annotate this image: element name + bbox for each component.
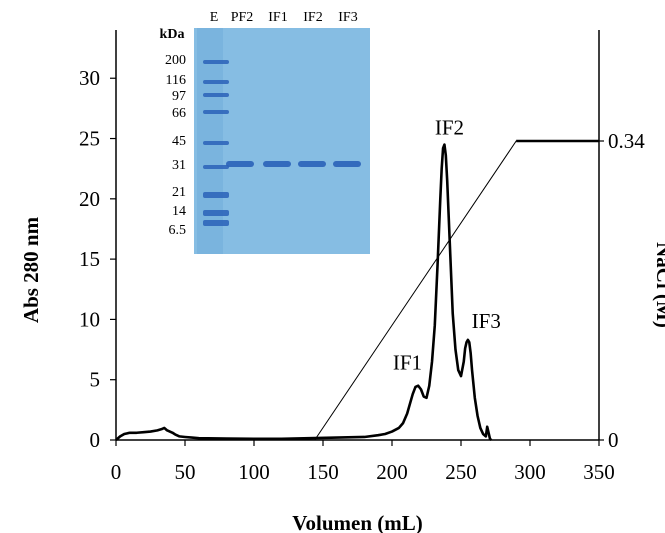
gel-ladder-band — [203, 110, 229, 114]
y-tick-label: 5 — [90, 368, 101, 392]
absorbance-series — [115, 143, 493, 441]
gel-ladder-band — [203, 220, 229, 226]
chart-labels: IF1 IF2 IF3 — [393, 116, 501, 375]
nacl-gradient — [116, 139, 599, 441]
y-tick-label: 20 — [79, 187, 100, 211]
gel-lane-label: IF1 — [268, 10, 287, 25]
x-tick-label: 350 — [583, 460, 615, 484]
y2-tick-label: 0.34 — [608, 129, 645, 153]
gel-ladder-band — [203, 141, 229, 145]
gel-ladder-band — [203, 192, 229, 198]
x-tick-label: 250 — [445, 460, 477, 484]
gel-lane-label: E — [210, 10, 219, 25]
gel-marker-label: 31 — [172, 158, 186, 173]
peak-label: IF2 — [435, 116, 464, 140]
gel-ladder-band — [203, 93, 229, 97]
gel-marker-label: 200 — [165, 53, 186, 68]
y-tick-label: 15 — [79, 247, 100, 271]
x-tick-label: 50 — [175, 460, 196, 484]
x-axis-title: Volumen (mL) — [292, 511, 422, 533]
y2-axis-title: NaCl (M) — [652, 242, 665, 328]
gel-unit-label: kDa — [160, 27, 185, 42]
gel-ladder-band — [203, 80, 229, 84]
gel-marker-label: 66 — [172, 106, 186, 121]
gel-marker-label: 6.5 — [169, 223, 187, 238]
gel-sample-band — [333, 161, 361, 167]
gel-marker-label: 21 — [172, 185, 186, 200]
y-tick-label: 10 — [79, 307, 100, 331]
gel-ladder-band — [203, 60, 229, 64]
x-tick-label: 150 — [307, 460, 339, 484]
y-tick-label: 0 — [90, 428, 101, 452]
gel-marker-label: 116 — [166, 73, 186, 88]
y-tick-label: 30 — [79, 66, 100, 90]
x-tick-label: 200 — [376, 460, 408, 484]
gel-sample-band — [298, 161, 326, 167]
y2-tick-label: 0 — [608, 428, 619, 452]
gel-sample-band — [226, 161, 254, 167]
gel-lane-label: IF2 — [303, 10, 322, 25]
peak-label: IF1 — [393, 351, 422, 375]
gel-marker-label: 97 — [172, 89, 186, 104]
peak-label: IF3 — [472, 309, 501, 333]
gel-marker-label: 45 — [172, 134, 186, 149]
gel-marker-label: 14 — [172, 204, 186, 219]
gel-sample-band — [263, 161, 291, 167]
x-tick-label: 0 — [111, 460, 122, 484]
absorbance-line — [115, 143, 493, 441]
gel-lane-label: PF2 — [231, 10, 254, 25]
gel-lane-label: IF3 — [338, 10, 357, 25]
y-axis-title: Abs 280 nm — [19, 216, 43, 323]
x-tick-label: 100 — [238, 460, 270, 484]
gel-ladder-band — [203, 210, 229, 216]
gel-ladder-band — [203, 165, 229, 169]
x-tick-label: 300 — [514, 460, 546, 484]
y-tick-label: 25 — [79, 127, 100, 151]
